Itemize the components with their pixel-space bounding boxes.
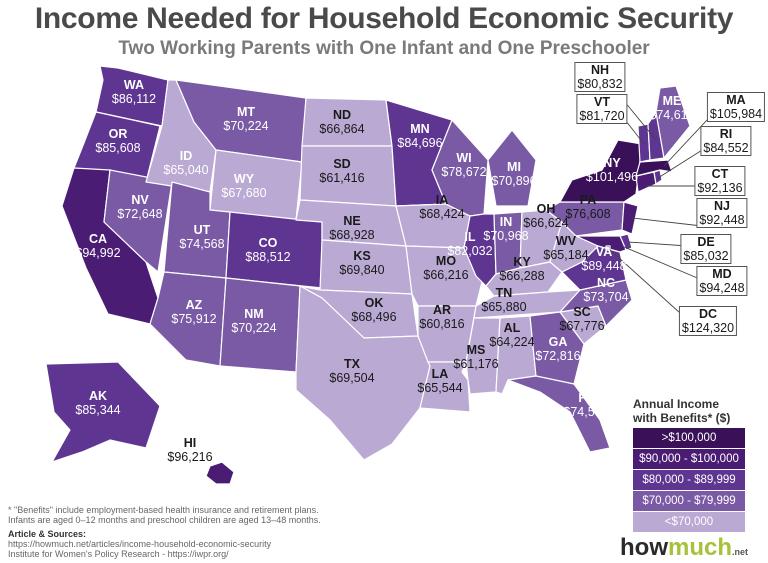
label-GA: GA $72,816 xyxy=(535,335,581,363)
label-CT: CT $92,136 xyxy=(694,166,746,196)
label-AR: AR $60,816 xyxy=(419,303,465,331)
legend: Annual Income with Benefits* ($) >$100,0… xyxy=(633,397,745,533)
label-WV: WV $65,184 xyxy=(543,234,589,262)
label-IN: IN $70,968 xyxy=(483,215,529,243)
footnote-ages: Infants are aged 0–12 months and prescho… xyxy=(8,515,321,525)
label-KY: KY $66,288 xyxy=(499,255,545,283)
state-MI xyxy=(487,129,537,207)
label-MO: MO $66,216 xyxy=(423,254,469,282)
state-RI xyxy=(653,169,663,185)
page-title: Income Needed for Household Economic Sec… xyxy=(34,2,734,35)
state-NJ xyxy=(621,201,639,235)
label-NM: NM $70,224 xyxy=(231,307,277,335)
label-PA: PA $76,608 xyxy=(565,193,611,221)
state-LA xyxy=(419,361,471,413)
state-AK xyxy=(45,361,161,463)
label-NE: NE $68,928 xyxy=(329,214,375,242)
label-IL: IL $82,032 xyxy=(447,230,493,258)
legend-item: >$100,000 xyxy=(633,428,745,449)
page-subtitle: Two Working Parents with One Infant and … xyxy=(118,38,650,59)
label-UT: UT $74,568 xyxy=(179,223,225,251)
label-TN: TN $65,880 xyxy=(481,286,527,314)
label-TX: TX $69,504 xyxy=(329,357,375,385)
state-FL xyxy=(507,375,611,453)
legend-item: <$70,000 xyxy=(633,512,745,533)
label-OK: OK $68,496 xyxy=(351,296,397,324)
label-MI: MI $70,896 xyxy=(491,160,537,188)
label-MS: MS $61,176 xyxy=(453,343,499,371)
label-ME: ME $74,616 xyxy=(649,94,695,122)
label-NH: NH $80,832 xyxy=(574,62,626,92)
callout-lines xyxy=(607,95,723,323)
label-WY: WY $67,680 xyxy=(221,172,267,200)
label-DC: DC $124,320 xyxy=(678,306,738,336)
source-link-howmuch[interactable]: https://howmuch.net/articles/income-hous… xyxy=(8,539,272,549)
label-NC: NC $73,704 xyxy=(583,276,629,304)
legend-item: $70,000 - $79,999 xyxy=(633,491,745,512)
label-MA: MA $105,984 xyxy=(706,92,766,122)
legend-item: $90,000 - $100,000 xyxy=(633,449,745,470)
label-IA: IA $68,424 xyxy=(419,193,465,221)
footnote-benefits: * "Benefits" include employment-based he… xyxy=(8,505,319,515)
source-link-iwpr[interactable]: Institute for Women's Policy Research - … xyxy=(8,549,229,559)
label-MD: MD $94,248 xyxy=(696,266,748,296)
label-NV: NV $72,648 xyxy=(117,193,163,221)
state-NY xyxy=(559,139,643,203)
label-ID: ID $65,040 xyxy=(163,149,209,177)
label-CO: CO $88,512 xyxy=(245,236,291,264)
label-WI: WI $78,672 xyxy=(441,151,487,179)
legend-title: Annual Income with Benefits* ($) xyxy=(633,397,731,425)
label-OR: OR $85,608 xyxy=(95,127,141,155)
label-RI: RI $84,552 xyxy=(700,126,752,156)
label-NY: NY $101,496 xyxy=(585,156,639,184)
label-MN: MN $84,696 xyxy=(397,122,443,150)
state-MD xyxy=(575,235,627,253)
label-ND: ND $66,864 xyxy=(319,108,365,136)
label-KS: KS $69,840 xyxy=(339,249,385,277)
label-AZ: AZ $75,912 xyxy=(171,298,217,326)
label-DE: DE $85,032 xyxy=(680,234,732,264)
label-OH: OH $66,624 xyxy=(523,202,569,230)
label-HI: HI $96,216 xyxy=(167,436,213,464)
sources-title: Article & Sources: xyxy=(8,529,87,539)
label-LA: LA $65,544 xyxy=(417,367,463,395)
label-CA: CA $94,992 xyxy=(75,232,121,260)
label-AL: AL $64,224 xyxy=(489,321,535,349)
state-HI xyxy=(205,461,235,485)
label-MT: MT $70,224 xyxy=(223,105,269,133)
label-FL: FL $74,568 xyxy=(563,391,609,419)
legend-item: $80,000 - $89,999 xyxy=(633,470,745,491)
label-SC: SC $67,776 xyxy=(559,305,605,333)
label-VT: VT $81,720 xyxy=(576,94,628,124)
label-SD: SD $61,416 xyxy=(319,157,365,185)
state-MA xyxy=(635,159,673,177)
state-ME xyxy=(655,85,691,159)
label-VA: VA $89,448 xyxy=(581,245,627,273)
label-NJ: NJ $92,448 xyxy=(696,198,748,228)
state-GA xyxy=(529,311,585,385)
howmuch-logo: howmuch.net xyxy=(620,534,749,561)
label-WA: WA $86,112 xyxy=(111,78,157,106)
label-AK: AK $85,344 xyxy=(75,389,121,417)
